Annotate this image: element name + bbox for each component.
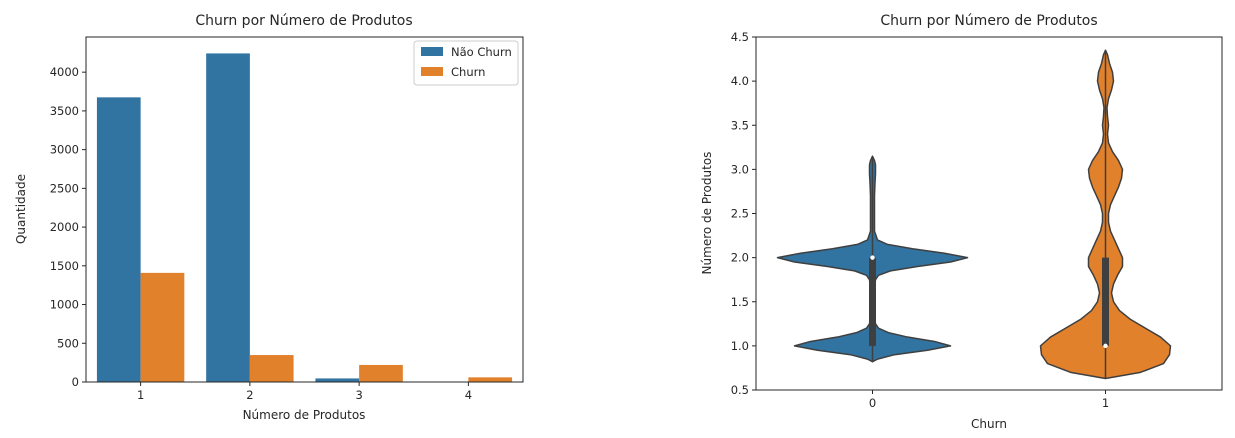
bar-nao-churn-1 — [96, 97, 141, 382]
legend-swatch-churn — [421, 67, 443, 76]
violin-y-ticks: 0.5 1.0 1.5 2.0 2.5 3.0 3.5 4.0 4.5 — [731, 30, 756, 397]
violin-y-axis-label: Número de Produtos — [700, 152, 714, 275]
violin-median-0 — [870, 255, 875, 260]
violin-chart-title: Churn por Número de Produtos — [880, 13, 1097, 29]
bar-y-tick-label: 1500 — [50, 259, 79, 273]
bar-chart-title: Churn por Número de Produtos — [195, 13, 412, 29]
violin-y-tick-label: 1.0 — [731, 339, 749, 353]
bar-nao-churn-2 — [206, 53, 250, 382]
bar-x-ticks: 1 2 3 4 — [137, 382, 472, 402]
bar-y-tick-label: 3000 — [50, 143, 79, 157]
bar-churn-3 — [359, 364, 403, 382]
violin-y-tick-label: 2.5 — [731, 207, 749, 221]
bar-chart: Churn por Número de Produtos 0 500 1000 150… — [14, 13, 524, 422]
violin-y-tick-label: 4.0 — [731, 74, 749, 88]
violin-marks — [776, 49, 1172, 380]
bar-x-tick-label: 3 — [355, 388, 362, 402]
legend-label-nao-churn: Não Churn — [451, 45, 512, 59]
bar-marks — [96, 53, 513, 382]
bar-y-tick-label: 1000 — [50, 298, 79, 312]
violin-median-1 — [1103, 343, 1108, 349]
violin-iqr-box-1 — [1102, 257, 1109, 346]
bar-x-tick-label: 4 — [465, 388, 472, 402]
bar-y-ticks: 0 500 1000 1500 2000 2500 3000 3500 4000 — [50, 65, 86, 389]
bar-churn-2 — [249, 355, 294, 382]
violin-y-tick-label: 0.5 — [731, 383, 749, 397]
violin-x-tick-label: 0 — [869, 396, 876, 410]
violin-y-tick-label: 2.0 — [731, 251, 749, 265]
legend-swatch-nao-churn — [421, 47, 443, 56]
bar-x-tick-label: 2 — [246, 388, 253, 402]
violin-iqr-box-0 — [869, 257, 876, 346]
violin-x-tick-label: 1 — [1102, 396, 1109, 410]
violin-plot-frame — [755, 36, 1223, 391]
violin-chart: Churn por Número de Produtos 0.5 1.0 1.5 2.… — [700, 13, 1223, 431]
violin-x-axis-label: Churn — [971, 417, 1007, 431]
bar-plot-frame — [85, 36, 524, 383]
bar-y-tick-label: 2500 — [50, 181, 79, 195]
bar-legend: Não Churn Churn — [413, 40, 519, 86]
violin-y-tick-label: 4.5 — [731, 30, 749, 44]
violin-y-tick-label: 1.5 — [731, 295, 749, 309]
bar-churn-4 — [468, 377, 513, 382]
bar-nao-churn-3 — [315, 378, 360, 382]
violin-y-tick-label: 3.5 — [731, 118, 749, 132]
bar-y-tick-label: 4000 — [50, 65, 79, 79]
legend-label-churn: Churn — [451, 65, 485, 79]
violin-y-tick-label: 3.0 — [731, 162, 749, 176]
bar-y-axis-label: Quantidade — [14, 174, 28, 244]
bar-x-axis-label: Número de Produtos — [243, 408, 366, 422]
bar-y-tick-label: 3500 — [50, 104, 79, 118]
bar-churn-1 — [140, 272, 185, 382]
bar-y-tick-label: 2000 — [50, 220, 79, 234]
bar-x-tick-label: 1 — [137, 388, 144, 402]
bar-y-tick-label: 500 — [57, 336, 79, 350]
bar-y-tick-label: 0 — [72, 375, 79, 389]
